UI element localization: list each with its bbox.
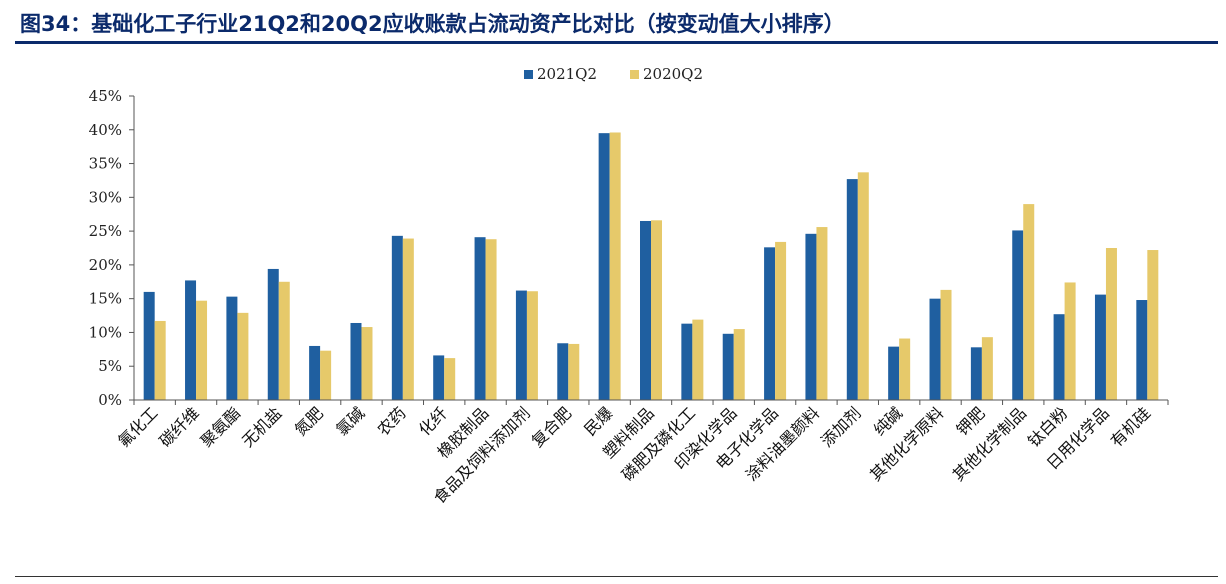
bar-2020q2	[899, 338, 911, 400]
x-category-label: 添加剂	[817, 403, 864, 450]
bar-2021q2	[640, 220, 651, 400]
bar-2021q2	[764, 247, 776, 400]
title-rule	[15, 41, 1218, 44]
bar-2020q2	[692, 319, 704, 400]
x-category-label: 复合肥	[528, 403, 575, 450]
bar-2021q2	[433, 355, 445, 400]
figure-title: 图34：基础化工子行业21Q2和20Q2应收账款占流动资产比对比（按变动值大小排…	[20, 12, 845, 36]
y-tick-label: 25%	[89, 222, 122, 240]
y-tick-label: 5%	[98, 357, 122, 375]
bar-2020q2	[733, 329, 745, 400]
y-axis: 0% 5% 10% 15% 20% 25% 30% 35% 40% 45%	[89, 87, 135, 409]
bar-2021q2	[267, 268, 279, 400]
legend-swatch	[630, 70, 639, 79]
x-category-label: 无机盐	[238, 403, 285, 450]
x-category-label: 氮肥	[291, 403, 327, 439]
bar-2020q2	[444, 358, 456, 400]
bar-2021q2	[805, 233, 817, 400]
bar-2021q2	[598, 133, 610, 400]
bar-2020q2	[1064, 282, 1076, 400]
bar-2020q2	[196, 300, 208, 400]
bar-2021q2	[309, 345, 321, 400]
x-category-label: 化纤	[415, 403, 451, 439]
x-category-label: 农药	[374, 403, 410, 439]
bar-2020q2	[402, 238, 414, 400]
x-category-label: 聚氨酯	[197, 403, 244, 450]
bar-2021q2	[350, 322, 362, 400]
x-category-label: 民爆	[580, 403, 616, 439]
bar-2020q2	[775, 241, 787, 400]
bar-2020q2	[981, 337, 993, 400]
y-tick-label: 15%	[89, 290, 122, 308]
bar-2020q2	[651, 220, 662, 400]
y-tick-label: 30%	[89, 188, 122, 206]
bar-2020q2	[568, 343, 580, 400]
x-category-label: 钾肥	[953, 403, 989, 439]
bar-2021q2	[515, 290, 527, 400]
bar-2020q2	[1147, 250, 1159, 400]
bar-2020q2	[1023, 204, 1035, 400]
legend-label: 2020Q2	[643, 65, 703, 83]
bar-2021q2	[391, 235, 403, 400]
bar-2020q2	[857, 172, 869, 400]
bar-2021q2	[1012, 230, 1024, 400]
bar-2021q2	[474, 237, 486, 400]
y-tick-label: 10%	[89, 323, 122, 341]
bar-2020q2	[154, 320, 166, 400]
bar-2021q2	[1053, 314, 1065, 400]
chart-legend: 2021Q2 2020Q2	[524, 65, 703, 83]
chart-bars	[143, 132, 1159, 401]
bar-2021q2	[846, 179, 858, 400]
bar-2020q2	[526, 291, 538, 400]
x-category-label: 氯碱	[332, 403, 368, 439]
bar-2021q2	[143, 291, 155, 400]
bar-2021q2	[226, 296, 238, 400]
x-category-label: 其他化学原料	[866, 403, 947, 484]
bar-2020q2	[485, 239, 497, 400]
bar-2020q2	[940, 289, 952, 400]
bar-2021q2	[722, 333, 734, 400]
legend-item: 2021Q2	[524, 65, 597, 83]
legend-label: 2021Q2	[537, 65, 597, 83]
x-category-label: 碳纤维	[155, 403, 202, 450]
y-tick-label: 35%	[89, 155, 122, 173]
bar-2021q2	[1094, 294, 1106, 400]
bar-2020q2	[1105, 248, 1117, 400]
bar-2020q2	[278, 281, 290, 400]
bar-2021q2	[1136, 300, 1148, 400]
bar-2021q2	[970, 347, 982, 400]
y-tick-label: 0%	[98, 391, 122, 409]
y-tick-label: 40%	[89, 121, 122, 139]
bar-2021q2	[557, 343, 569, 400]
legend-item: 2020Q2	[630, 65, 703, 83]
bar-2020q2	[816, 227, 828, 400]
bar-2020q2	[361, 327, 373, 400]
x-category-label: 氟化工	[114, 403, 161, 450]
bar-2020q2	[237, 312, 249, 400]
bar-2021q2	[681, 323, 693, 400]
x-category-label: 有机硅	[1107, 403, 1154, 450]
bar-2021q2	[888, 346, 900, 400]
bar-2020q2	[609, 132, 621, 401]
bar-2021q2	[185, 280, 197, 400]
bottom-rule	[15, 576, 1218, 577]
legend-swatch	[524, 70, 533, 79]
y-tick-label: 45%	[89, 87, 122, 105]
bar-2020q2	[320, 350, 332, 400]
y-tick-label: 20%	[89, 256, 122, 274]
x-category-label: 其他化学制品	[949, 403, 1030, 484]
bar-2021q2	[929, 298, 941, 400]
x-category-label: 纯碱	[870, 403, 906, 439]
